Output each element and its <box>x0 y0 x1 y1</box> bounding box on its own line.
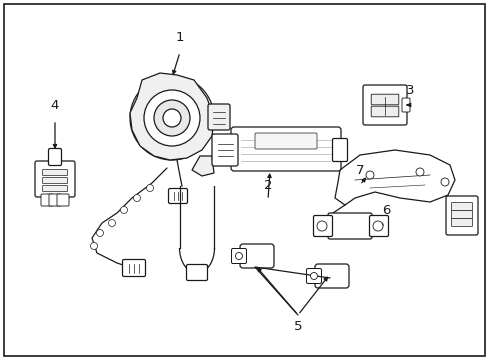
Polygon shape <box>334 150 454 205</box>
FancyBboxPatch shape <box>207 104 229 130</box>
Circle shape <box>365 171 373 179</box>
FancyBboxPatch shape <box>306 269 321 284</box>
FancyBboxPatch shape <box>370 106 398 117</box>
Circle shape <box>316 221 326 231</box>
FancyBboxPatch shape <box>42 177 67 184</box>
Text: 3: 3 <box>405 84 413 97</box>
FancyBboxPatch shape <box>49 194 61 206</box>
Polygon shape <box>192 156 214 176</box>
Circle shape <box>133 194 140 202</box>
FancyBboxPatch shape <box>35 161 75 197</box>
FancyBboxPatch shape <box>42 170 67 176</box>
FancyBboxPatch shape <box>314 264 348 288</box>
Text: 1: 1 <box>175 31 184 44</box>
Text: 7: 7 <box>355 164 364 177</box>
Circle shape <box>90 243 97 249</box>
FancyBboxPatch shape <box>313 216 332 237</box>
FancyBboxPatch shape <box>57 194 69 206</box>
Circle shape <box>415 168 423 176</box>
Circle shape <box>130 76 214 160</box>
FancyBboxPatch shape <box>327 213 371 239</box>
FancyBboxPatch shape <box>445 196 477 235</box>
FancyBboxPatch shape <box>370 94 398 105</box>
FancyBboxPatch shape <box>230 127 340 171</box>
Text: 6: 6 <box>381 204 389 217</box>
Circle shape <box>120 207 127 213</box>
Circle shape <box>372 221 382 231</box>
Circle shape <box>143 90 200 146</box>
Text: 2: 2 <box>263 179 272 192</box>
FancyBboxPatch shape <box>450 202 471 211</box>
FancyBboxPatch shape <box>122 260 145 276</box>
Circle shape <box>235 252 242 260</box>
FancyBboxPatch shape <box>41 194 53 206</box>
FancyBboxPatch shape <box>48 149 61 166</box>
FancyBboxPatch shape <box>450 211 471 219</box>
Circle shape <box>440 178 448 186</box>
FancyBboxPatch shape <box>42 185 67 192</box>
FancyBboxPatch shape <box>212 134 238 166</box>
Circle shape <box>310 273 317 279</box>
FancyBboxPatch shape <box>369 216 387 237</box>
FancyBboxPatch shape <box>240 244 273 268</box>
Text: 4: 4 <box>51 99 59 112</box>
Polygon shape <box>130 73 214 160</box>
Text: 5: 5 <box>293 320 302 333</box>
FancyBboxPatch shape <box>362 85 406 125</box>
FancyBboxPatch shape <box>186 265 207 280</box>
FancyBboxPatch shape <box>168 189 187 203</box>
Circle shape <box>146 185 153 192</box>
Circle shape <box>163 109 181 127</box>
FancyBboxPatch shape <box>231 248 246 264</box>
FancyBboxPatch shape <box>401 98 409 112</box>
Circle shape <box>108 220 115 226</box>
FancyBboxPatch shape <box>332 139 347 162</box>
Circle shape <box>154 100 190 136</box>
FancyBboxPatch shape <box>450 219 471 226</box>
Circle shape <box>96 230 103 237</box>
FancyBboxPatch shape <box>254 133 316 149</box>
